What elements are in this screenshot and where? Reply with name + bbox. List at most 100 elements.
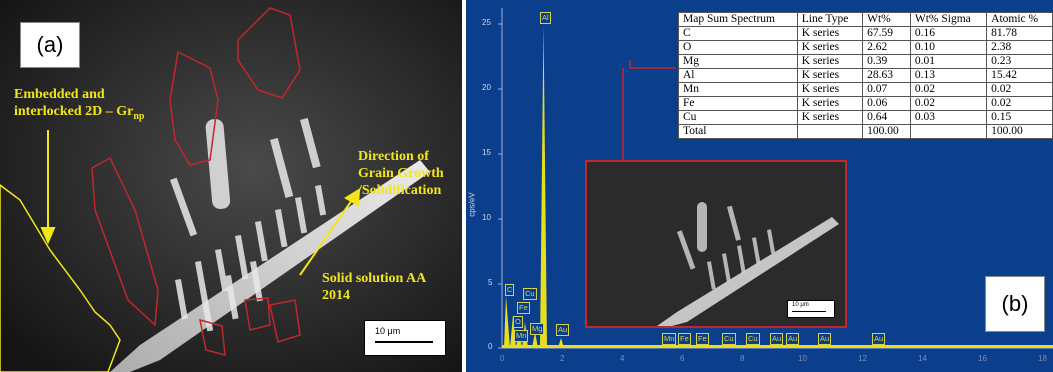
peak-label-au-2: Au bbox=[786, 333, 800, 345]
peak-c bbox=[504, 296, 510, 348]
peak-mg bbox=[532, 332, 538, 348]
cell: 0.02 bbox=[909, 96, 988, 111]
y-tick-5: 5 bbox=[488, 278, 493, 287]
header-atomic: Atomic % bbox=[986, 12, 1053, 27]
x-tick-8: 8 bbox=[740, 354, 745, 363]
embedded-annotation: Embedded and interlocked 2D – Grnp bbox=[14, 86, 164, 125]
sem-micrograph-panel: (a) Embedded and interlocked 2D – Grnp D… bbox=[0, 0, 462, 372]
header-wt-sigma: Wt% Sigma bbox=[909, 12, 988, 27]
panel-a-label: (a) bbox=[20, 22, 80, 68]
peak-label-cu: Cu bbox=[523, 288, 537, 300]
cell: 0.06 bbox=[862, 96, 911, 111]
scale-bar-label: 10 μm bbox=[375, 326, 401, 336]
spectrum-baseline bbox=[502, 345, 1053, 348]
cell: K series bbox=[796, 82, 864, 97]
connector-line bbox=[629, 60, 676, 69]
peak-label-mn-k: Mn bbox=[662, 333, 677, 345]
header-line-type: Line Type bbox=[796, 12, 864, 27]
cell: Mn bbox=[678, 82, 798, 97]
cell: K series bbox=[796, 26, 864, 41]
x-tick-14: 14 bbox=[918, 354, 927, 363]
y-tick-10: 10 bbox=[482, 213, 491, 222]
x-tick-2: 2 bbox=[560, 354, 565, 363]
direction-line2: Grain Growth bbox=[358, 166, 444, 181]
x-tick-16: 16 bbox=[978, 354, 987, 363]
x-tick-4: 4 bbox=[620, 354, 625, 363]
cell: Al bbox=[678, 68, 798, 83]
header-spectrum: Map Sum Spectrum bbox=[678, 12, 798, 27]
peak-label-cu-kb: Cu bbox=[746, 333, 760, 345]
cell: K series bbox=[796, 110, 864, 125]
cell bbox=[909, 124, 988, 139]
x-tick-0: 0 bbox=[500, 354, 505, 363]
cell: K series bbox=[796, 54, 864, 69]
cell: K series bbox=[796, 40, 864, 55]
peak-label-au: Au bbox=[556, 324, 570, 336]
cell: 0.01 bbox=[909, 54, 988, 69]
cell: 100.00 bbox=[862, 124, 911, 139]
embedded-annotation-line2: interlocked 2D – Grnp bbox=[14, 103, 164, 125]
peak-label-mn: Mn bbox=[514, 330, 529, 342]
cell: 0.02 bbox=[986, 96, 1053, 111]
table-header-row: Map Sum Spectrum Line Type Wt% Wt% Sigma… bbox=[678, 12, 1053, 27]
peak-label-o: O bbox=[513, 316, 523, 328]
cell: 28.63 bbox=[862, 68, 911, 83]
cell: 0.10 bbox=[909, 40, 988, 55]
peak-label-fe-kb: Fe bbox=[696, 333, 709, 345]
table-row: Mg K series 0.39 0.01 0.23 bbox=[678, 54, 1053, 69]
panel-b-label: (b) bbox=[985, 276, 1045, 332]
y-tick-0: 0 bbox=[488, 342, 493, 351]
embedded-annotation-text: interlocked 2D – Gr bbox=[14, 104, 134, 119]
solid-solution-annotation: Solid solution AA 2014 bbox=[322, 270, 457, 304]
cell: C bbox=[678, 26, 798, 41]
peak-label-fe: Fe bbox=[517, 302, 530, 314]
grain-outlines bbox=[91, 7, 301, 357]
cell: 67.59 bbox=[862, 26, 911, 41]
peak-label-mg: Mg bbox=[530, 323, 545, 335]
cell: 0.39 bbox=[862, 54, 911, 69]
cell: 0.03 bbox=[909, 110, 988, 125]
solid-solution-line2: 2014 bbox=[322, 288, 350, 303]
y-tick-20: 20 bbox=[482, 83, 491, 92]
scale-bar: 10 μm bbox=[364, 320, 446, 356]
cell bbox=[796, 124, 864, 139]
solid-solution-line1: Solid solution AA bbox=[322, 271, 427, 286]
table-row: Cu K series 0.64 0.03 0.15 bbox=[678, 110, 1053, 125]
peak-label-al: Al bbox=[540, 12, 551, 24]
cell: Fe bbox=[678, 96, 798, 111]
x-tick-10: 10 bbox=[798, 354, 807, 363]
embedded-region-outline bbox=[0, 184, 121, 372]
peak-label-au-4: Au bbox=[872, 333, 886, 345]
inset-scale-bar: 10 μm bbox=[787, 300, 835, 318]
table-row: Al K series 28.63 0.13 15.42 bbox=[678, 68, 1053, 83]
cell: K series bbox=[796, 68, 864, 83]
table-row: O K series 2.62 0.10 2.38 bbox=[678, 40, 1053, 55]
embedded-annotation-line1: Embedded and bbox=[14, 87, 105, 102]
y-tick-15: 15 bbox=[482, 148, 491, 157]
cell: 2.38 bbox=[986, 40, 1053, 55]
peak-label-au-3: Au bbox=[818, 333, 832, 345]
x-tick-18: 18 bbox=[1038, 354, 1047, 363]
cell: 0.07 bbox=[862, 82, 911, 97]
cell: Total bbox=[678, 124, 798, 139]
table-row: Total 100.00 100.00 bbox=[678, 124, 1053, 139]
inset-scale-label: 10 μm bbox=[792, 302, 809, 308]
cell: 0.13 bbox=[909, 68, 988, 83]
y-tick-25: 25 bbox=[482, 18, 491, 27]
table-row: C K series 67.59 0.16 81.78 bbox=[678, 26, 1053, 41]
eds-composition-table: Map Sum Spectrum Line Type Wt% Wt% Sigma… bbox=[678, 12, 1053, 139]
table-row: Mn K series 0.07 0.02 0.02 bbox=[678, 82, 1053, 97]
cell: 0.02 bbox=[909, 82, 988, 97]
cell: Cu bbox=[678, 110, 798, 125]
embedded-annotation-subscript: np bbox=[133, 110, 145, 122]
direction-annotation: Direction of Grain Growth /Solidificatio… bbox=[358, 148, 462, 199]
y-axis-label: cps/eV bbox=[467, 192, 477, 217]
cell: 0.64 bbox=[862, 110, 911, 125]
header-wt: Wt% bbox=[862, 12, 911, 27]
inset-sem-image: 10 μm bbox=[585, 160, 847, 328]
cell: 15.42 bbox=[986, 68, 1053, 83]
sem-micrograph-image bbox=[0, 0, 462, 372]
cell: 0.16 bbox=[909, 26, 988, 41]
table-row: Fe K series 0.06 0.02 0.02 bbox=[678, 96, 1053, 111]
cell: 0.15 bbox=[986, 110, 1053, 125]
